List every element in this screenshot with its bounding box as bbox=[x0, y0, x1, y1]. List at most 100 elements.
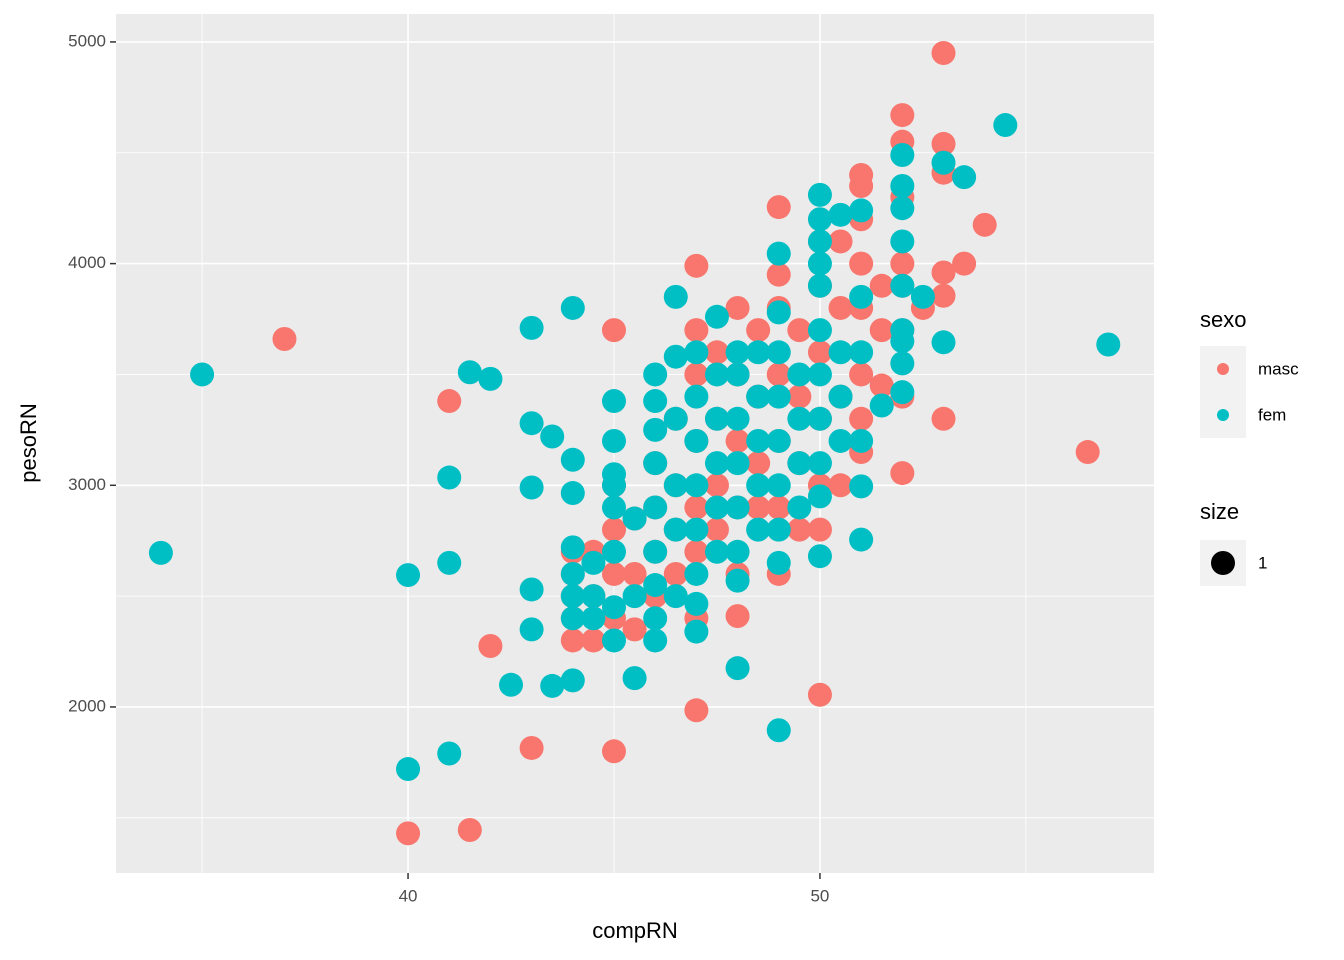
point bbox=[540, 424, 565, 449]
point bbox=[519, 315, 544, 340]
point bbox=[931, 406, 956, 431]
point bbox=[952, 165, 977, 190]
point bbox=[1096, 332, 1121, 357]
point bbox=[437, 741, 462, 766]
point bbox=[890, 351, 915, 376]
point bbox=[684, 384, 709, 409]
point bbox=[807, 229, 832, 254]
point bbox=[890, 103, 915, 128]
point bbox=[931, 131, 956, 156]
point bbox=[931, 330, 956, 355]
panel bbox=[116, 14, 1154, 873]
point bbox=[622, 617, 647, 642]
point bbox=[684, 698, 709, 723]
point bbox=[704, 304, 729, 329]
point bbox=[828, 384, 853, 409]
point bbox=[684, 561, 709, 586]
point bbox=[828, 473, 853, 498]
point bbox=[766, 517, 791, 542]
point bbox=[601, 739, 626, 764]
y-tick-label: 2000 bbox=[68, 696, 106, 715]
point bbox=[643, 389, 668, 414]
point bbox=[807, 318, 832, 343]
point bbox=[869, 373, 894, 398]
point bbox=[581, 550, 606, 575]
point bbox=[560, 628, 585, 653]
legend-label: 1 bbox=[1258, 553, 1267, 572]
point bbox=[560, 668, 585, 693]
point bbox=[807, 406, 832, 431]
point bbox=[684, 362, 709, 387]
point bbox=[1075, 440, 1100, 465]
point bbox=[643, 417, 668, 442]
y-tick-label: 3000 bbox=[68, 475, 106, 494]
point bbox=[601, 462, 626, 487]
point bbox=[787, 406, 812, 431]
point bbox=[622, 506, 647, 531]
point bbox=[849, 406, 874, 431]
point bbox=[746, 473, 771, 498]
point bbox=[684, 340, 709, 365]
point bbox=[746, 384, 771, 409]
point bbox=[807, 362, 832, 387]
point bbox=[746, 517, 771, 542]
point bbox=[849, 428, 874, 453]
point bbox=[704, 539, 729, 564]
point bbox=[993, 113, 1018, 138]
point bbox=[849, 474, 874, 499]
point bbox=[807, 544, 832, 569]
point bbox=[663, 344, 688, 369]
point bbox=[601, 628, 626, 653]
point bbox=[807, 273, 832, 298]
point bbox=[560, 584, 585, 609]
point bbox=[725, 495, 750, 520]
legend-label: masc bbox=[1258, 359, 1299, 378]
point bbox=[396, 821, 421, 846]
point bbox=[952, 251, 977, 276]
point bbox=[766, 384, 791, 409]
point bbox=[622, 561, 647, 586]
point bbox=[807, 251, 832, 276]
point bbox=[890, 229, 915, 254]
point bbox=[787, 384, 812, 409]
point bbox=[581, 606, 606, 631]
point bbox=[643, 628, 668, 653]
point bbox=[931, 41, 956, 66]
point bbox=[704, 451, 729, 476]
point bbox=[704, 362, 729, 387]
point bbox=[766, 473, 791, 498]
point bbox=[684, 591, 709, 616]
point bbox=[519, 475, 544, 500]
point bbox=[560, 606, 585, 631]
x-tick-label: 50 bbox=[810, 886, 829, 905]
point bbox=[972, 212, 997, 237]
point bbox=[807, 182, 832, 207]
point bbox=[849, 362, 874, 387]
point bbox=[560, 447, 585, 472]
point bbox=[601, 318, 626, 343]
point bbox=[560, 561, 585, 586]
point bbox=[478, 366, 503, 391]
point bbox=[663, 561, 688, 586]
point bbox=[684, 428, 709, 453]
point bbox=[931, 260, 956, 285]
point bbox=[704, 473, 729, 498]
legend-swatch bbox=[1217, 409, 1229, 421]
point bbox=[746, 428, 771, 453]
point bbox=[725, 295, 750, 320]
point bbox=[643, 362, 668, 387]
point bbox=[684, 318, 709, 343]
point bbox=[869, 393, 894, 418]
point bbox=[519, 735, 544, 760]
point bbox=[766, 718, 791, 743]
point bbox=[746, 451, 771, 476]
point bbox=[725, 604, 750, 629]
point bbox=[828, 340, 853, 365]
point bbox=[890, 273, 915, 298]
point bbox=[849, 340, 874, 365]
point bbox=[663, 517, 688, 542]
point bbox=[725, 340, 750, 365]
point bbox=[725, 406, 750, 431]
point bbox=[499, 672, 524, 697]
